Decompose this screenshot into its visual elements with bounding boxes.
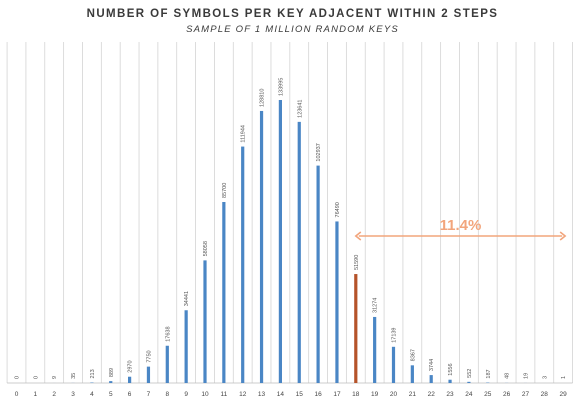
bars: [52, 100, 565, 384]
value-label-15: 123641: [297, 100, 303, 118]
value-label-9: 34441: [184, 291, 190, 306]
tick-label-25: 25: [484, 391, 492, 398]
chart-title: NUMBER OF SYMBOLS PER KEY ADJACENT WITHI…: [86, 8, 499, 20]
value-label-2: 9: [52, 376, 58, 379]
tick-label-15: 15: [296, 391, 304, 398]
tick-label-7: 7: [147, 391, 151, 398]
value-label-12: 111944: [241, 125, 247, 143]
value-label-1: 0: [33, 376, 39, 379]
tick-label-1: 1: [34, 391, 38, 398]
percentage-annotation: 11.4%: [354, 217, 567, 241]
value-label-8: 17638: [165, 326, 171, 341]
tick-label-8: 8: [165, 391, 169, 398]
value-label-29: 1: [561, 376, 567, 379]
bar-10: [203, 260, 207, 383]
value-label-0: 0: [15, 376, 21, 379]
tick-label-2: 2: [52, 391, 56, 398]
value-label-7: 7750: [146, 350, 152, 362]
tick-label-23: 23: [446, 391, 454, 398]
tick-label-29: 29: [560, 391, 568, 398]
tick-label-4: 4: [90, 391, 94, 398]
value-label-13: 128810: [260, 89, 266, 107]
value-label-4: 213: [90, 369, 96, 378]
value-label-3: 35: [71, 373, 77, 379]
tick-label-16: 16: [314, 391, 322, 398]
chart-subtitle: SAMPLE OF 1 MILLION RANDOM KEYS: [186, 24, 399, 35]
value-label-28: 3: [542, 376, 548, 379]
tick-label-27: 27: [522, 391, 530, 398]
bar-24: [467, 381, 471, 383]
bar-21: [410, 365, 414, 383]
value-label-16: 102937: [316, 143, 322, 161]
tick-label-13: 13: [258, 391, 266, 398]
tick-label-28: 28: [541, 391, 549, 398]
bar-20: [391, 346, 396, 383]
value-label-22: 3744: [429, 359, 435, 371]
tick-label-20: 20: [390, 391, 398, 398]
bar-15: [297, 121, 301, 383]
bar-14: [278, 100, 282, 383]
value-label-14: 133995: [278, 78, 284, 96]
value-label-18: 51590: [354, 255, 360, 270]
value-label-6: 2970: [128, 360, 134, 372]
annotation-arrow-left: [354, 231, 362, 241]
annotation-text: 11.4%: [440, 217, 482, 234]
value-label-21: 8367: [410, 349, 416, 361]
tick-label-17: 17: [333, 391, 341, 398]
value-label-24: 552: [467, 369, 473, 378]
x-axis-tick-labels: 0 1 2 3 4 5 6 7 8 9 10 11 12 13 14 15 16 17 18 19 20 21 22 23 24…: [15, 391, 567, 398]
tick-label-21: 21: [409, 391, 417, 398]
tick-label-11: 11: [220, 391, 227, 398]
value-label-5: 889: [109, 368, 115, 377]
bar-18: [354, 274, 358, 383]
tick-label-10: 10: [201, 391, 209, 398]
tick-label-14: 14: [277, 391, 285, 398]
tick-label-9: 9: [184, 391, 188, 398]
bar-11: [222, 201, 226, 383]
tick-label-26: 26: [503, 391, 511, 398]
annotation-arrow-right: [559, 231, 567, 241]
bar-12: [241, 146, 245, 383]
bar-value-labels: 0 0 9 35 213 889 2970 7750 17638 34441 58058 85700 1…: [15, 78, 568, 379]
value-label-26: 48: [505, 373, 511, 379]
grid-lines: [6, 42, 573, 384]
tick-label-19: 19: [371, 391, 379, 398]
bar-17: [335, 221, 339, 383]
bar-22: [429, 375, 433, 383]
tick-label-0: 0: [15, 391, 19, 398]
bar-19: [373, 316, 377, 383]
value-label-23: 1556: [448, 363, 454, 375]
bar-6: [128, 376, 132, 383]
tick-label-18: 18: [352, 391, 360, 398]
value-label-19: 31274: [373, 298, 379, 313]
bar-13: [259, 110, 264, 384]
value-label-27: 19: [523, 373, 529, 379]
value-label-25: 187: [486, 369, 492, 378]
tick-label-3: 3: [71, 391, 75, 398]
value-label-17: 76490: [335, 202, 341, 217]
tick-label-5: 5: [109, 391, 113, 398]
tick-label-22: 22: [428, 391, 436, 398]
tick-label-24: 24: [465, 391, 473, 398]
bar-23: [448, 379, 452, 383]
bar-9: [184, 310, 188, 383]
value-label-20: 17139: [392, 328, 398, 343]
value-label-11: 85700: [222, 183, 228, 198]
value-label-10: 58058: [203, 241, 209, 256]
tick-label-6: 6: [128, 391, 132, 398]
bar-7: [146, 366, 151, 383]
tick-label-12: 12: [239, 391, 247, 398]
bar-8: [165, 345, 169, 383]
bar-16: [316, 165, 320, 383]
bar-5: [109, 381, 113, 383]
